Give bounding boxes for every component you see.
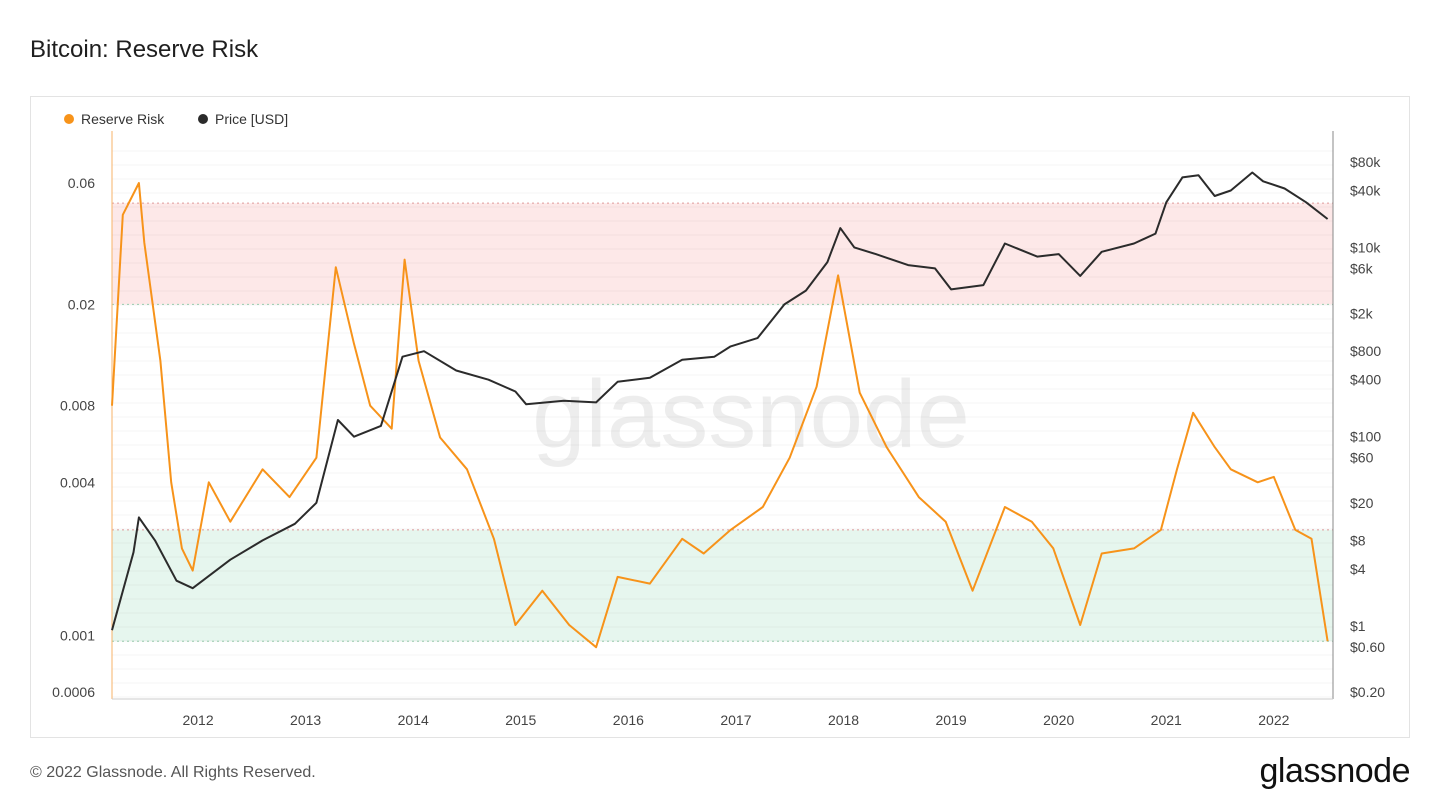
x-tick-label: 2019 <box>936 712 967 728</box>
y-left-tick-label: 0.008 <box>60 398 95 414</box>
y-right-tick-label: $8 <box>1350 532 1366 548</box>
y-right-tick-label: $4 <box>1350 561 1366 577</box>
x-tick-label: 2017 <box>720 712 751 728</box>
x-tick-label: 2022 <box>1258 712 1289 728</box>
y-right-tick-label: $400 <box>1350 372 1381 388</box>
chart-frame: glassnode 2012 2013 2014 2015 2016 2017 2018 201… <box>30 96 1410 738</box>
y-left-tick-label: 0.06 <box>68 175 95 191</box>
y-right-tick-label: $0.20 <box>1350 684 1385 700</box>
y-right-tick-label: $10k <box>1350 239 1381 255</box>
series-line-price-usd <box>111 171 1329 631</box>
legend-label-price-usd: Price [USD] <box>215 111 288 127</box>
x-tick-label: 2012 <box>182 712 213 728</box>
chart-svg: glassnode 2012 2013 2014 2015 2016 2017 2018 201… <box>52 111 1385 728</box>
x-tick-label: 2015 <box>505 712 536 728</box>
legend-label-reserve-risk: Reserve Risk <box>81 111 165 127</box>
footer-logo[interactable]: glassnode <box>1259 752 1410 790</box>
band-high-risk <box>112 203 1333 305</box>
x-tick-label: 2018 <box>828 712 859 728</box>
y-right-tick-label: $6k <box>1350 260 1374 276</box>
y-right-tick-label: $20 <box>1350 495 1374 511</box>
legend-marker-price-usd <box>198 114 208 124</box>
page-title: Bitcoin: Reserve Risk <box>30 36 259 63</box>
y-right-tick-label: $60 <box>1350 450 1374 466</box>
watermark-text: glassnode <box>532 361 970 468</box>
y-right-tick-label: $2k <box>1350 306 1374 322</box>
y-right-tick-label: $0.60 <box>1350 639 1385 655</box>
x-tick-label: 2016 <box>613 712 644 728</box>
footer-copyright: © 2022 Glassnode. All Rights Reserved. <box>30 764 316 781</box>
x-tick-label: 2020 <box>1043 712 1074 728</box>
series-line-reserve-risk <box>111 182 1329 649</box>
band-low-risk <box>112 529 1333 642</box>
y-left-tick-label: 0.001 <box>60 628 95 644</box>
y-left-tick-label: 0.0006 <box>52 684 95 700</box>
x-tick-label: 2013 <box>290 712 321 728</box>
x-tick-label: 2021 <box>1151 712 1182 728</box>
y-left-tick-label: 0.02 <box>68 296 95 312</box>
y-right-tick-label: $100 <box>1350 429 1381 445</box>
y-right-tick-label: $1 <box>1350 618 1366 634</box>
x-tick-label: 2014 <box>398 712 429 728</box>
y-right-tick-label: $40k <box>1350 182 1381 198</box>
y-left-tick-label: 0.004 <box>60 474 95 490</box>
legend-marker-reserve-risk <box>64 114 74 124</box>
y-right-tick-label: $80k <box>1350 154 1381 170</box>
y-right-tick-label: $800 <box>1350 343 1381 359</box>
